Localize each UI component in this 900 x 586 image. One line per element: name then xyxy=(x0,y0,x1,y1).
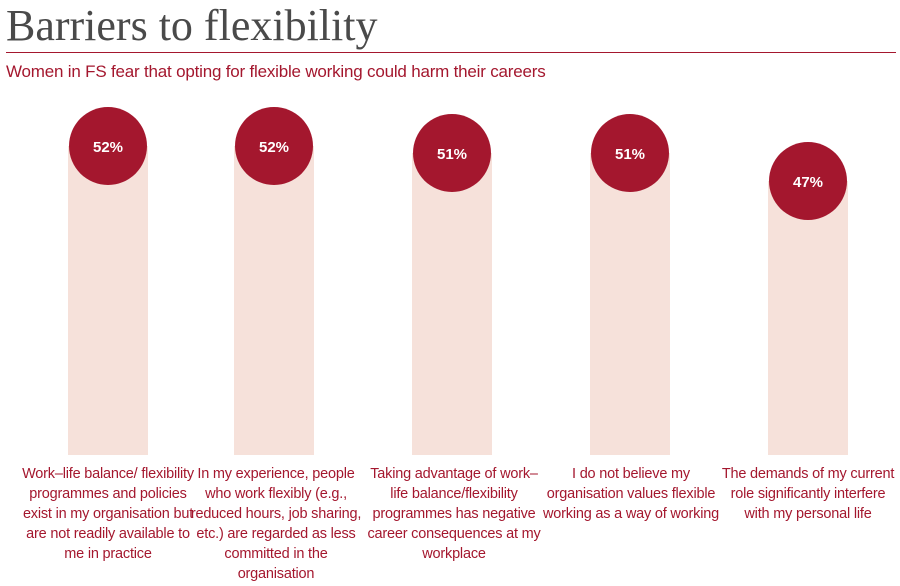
data-label-5: 47% xyxy=(793,174,823,191)
bar-2 xyxy=(234,146,314,455)
category-label: The demands of my current role significa… xyxy=(721,466,895,522)
data-label-1: 52% xyxy=(93,139,123,156)
chart-title: Barriers to flexibility xyxy=(6,1,378,50)
bar-4 xyxy=(590,153,670,455)
category-label: Taking advantage of work–life balance/fl… xyxy=(367,466,541,562)
bar-1 xyxy=(68,146,148,455)
bar-3 xyxy=(412,153,492,455)
value-marker-5 xyxy=(769,142,847,220)
data-label-3: 51% xyxy=(437,146,467,163)
category-label: I do not believe my organisation values … xyxy=(543,466,719,522)
title-divider xyxy=(6,52,896,53)
bar-5 xyxy=(768,181,848,455)
data-label-4: 51% xyxy=(615,146,645,163)
value-marker-2 xyxy=(235,107,313,185)
value-marker-1 xyxy=(69,107,147,185)
category-label: Work–life balance/ flexibility programme… xyxy=(22,466,194,562)
data-label-2: 52% xyxy=(259,139,289,156)
value-marker-4 xyxy=(591,114,669,192)
chart-subtitle: Women in FS fear that opting for flexibl… xyxy=(6,62,546,81)
category-label: In my experience, people who work flexib… xyxy=(190,466,362,582)
value-marker-3 xyxy=(413,114,491,192)
